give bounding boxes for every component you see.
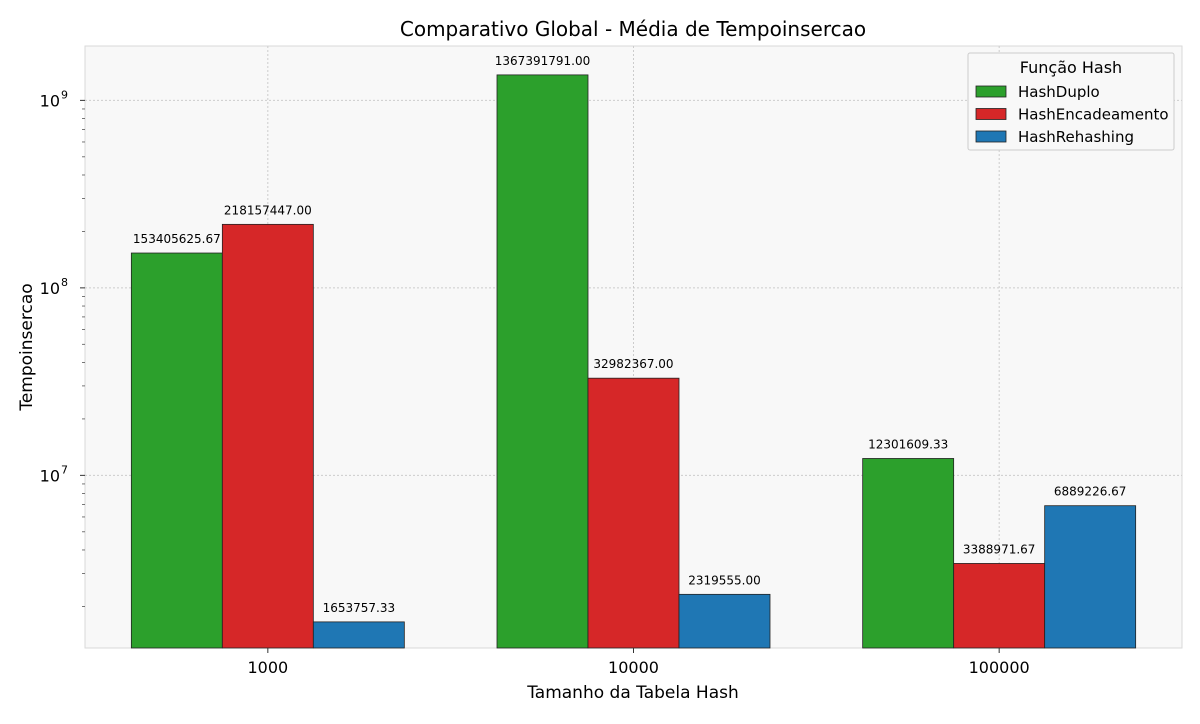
data-label: 32982367.00 (593, 357, 673, 371)
bar (496, 74, 589, 649)
y-tick-exponent: 7 (61, 463, 68, 476)
y-tick-label: 10 (40, 91, 60, 110)
data-label: 12301609.33 (868, 437, 948, 451)
data-label: 3388971.67 (963, 542, 1036, 556)
y-tick-label: 10 (40, 279, 60, 298)
legend-label: HashDuplo (1018, 83, 1100, 101)
x-axis-label: Tamanho da Tabela Hash (526, 683, 739, 703)
data-label: 218157447.00 (224, 203, 312, 217)
y-tick-label: 10 (40, 466, 60, 485)
bar (1044, 505, 1137, 649)
legend: Função Hash HashDuploHashEncadeamentoHas… (967, 52, 1175, 151)
x-axis-ticks: 1000 10000 100000 (247, 648, 1030, 677)
y-axis-label: Tempoinsercao (17, 283, 37, 411)
data-label: 1653757.33 (323, 601, 396, 615)
legend-items: HashDuplo HashEncadeamento HashRehashing (975, 83, 1169, 146)
legend-label: HashRehashing (1018, 128, 1134, 146)
bar (678, 593, 771, 649)
bar (953, 563, 1046, 649)
bar (587, 377, 680, 649)
bar (221, 223, 314, 649)
bar (862, 458, 955, 649)
bars (130, 74, 1137, 649)
x-tick-label: 1000 (247, 658, 288, 677)
data-label: 153405625.67 (133, 232, 221, 246)
y-tick-exponent: 9 (61, 88, 68, 101)
data-label: 2319555.00 (688, 573, 761, 587)
data-labels: 153405625.67 218157447.00 1653757.33 136739… (133, 54, 1126, 615)
bar (312, 621, 405, 649)
x-tick-label: 10000 (608, 658, 659, 677)
legend-swatch (975, 130, 1007, 143)
x-tick-label: 100000 (969, 658, 1030, 677)
legend-swatch (975, 108, 1007, 120)
data-label: 1367391791.00 (495, 54, 590, 68)
legend-title: Função Hash (1020, 58, 1122, 77)
y-tick-exponent: 8 (61, 276, 68, 289)
chart-title: Comparativo Global - Média de Tempoinser… (400, 17, 866, 41)
bar (130, 252, 223, 649)
legend-swatch (975, 85, 1007, 98)
legend-label: HashEncadeamento (1018, 106, 1169, 124)
legend-box (967, 52, 1175, 151)
data-label: 6889226.67 (1054, 485, 1127, 499)
